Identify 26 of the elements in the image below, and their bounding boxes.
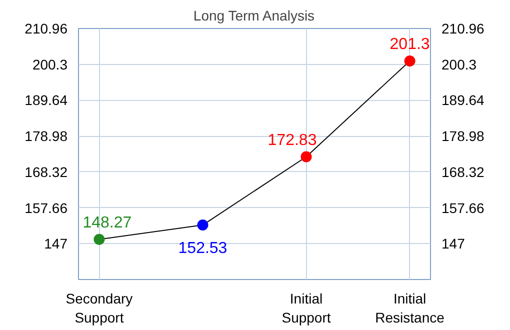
y-tick-label: 168.32 — [24, 164, 68, 180]
x-tick-label: Initial Resistance — [375, 290, 445, 326]
y-tick-label: 200.3 — [32, 56, 68, 72]
y2-tick-label: 168.32 — [442, 164, 485, 180]
y2-tick-label: 178.98 — [442, 128, 485, 144]
y2-tick-label: 157.66 — [442, 200, 485, 216]
y-tick-label: 157.66 — [24, 200, 68, 216]
data-label: 201.3 — [390, 36, 430, 53]
data-label: 148.27 — [82, 214, 132, 232]
point — [404, 56, 416, 66]
point — [300, 151, 312, 162]
y-tick-label: 189.64 — [24, 92, 68, 108]
chart-title: Long Term Analysis — [193, 8, 315, 24]
data-label: 152.53 — [178, 240, 228, 258]
x-tick-label: Initial Support — [282, 290, 331, 326]
point — [94, 234, 105, 245]
y2-tick-label: 147 — [442, 236, 466, 252]
x-tick-label: Secondary Support — [66, 290, 133, 326]
y-tick-label: 210.96 — [24, 20, 68, 36]
y2-tick-label: 210.96 — [442, 20, 485, 36]
y2-tick-label: 189.64 — [442, 92, 485, 108]
y2-tick-label: 200.3 — [442, 56, 477, 72]
y-tick-label: 147 — [44, 236, 68, 252]
data-label: 172.83 — [268, 132, 317, 149]
point — [197, 220, 208, 231]
y-tick-label: 178.98 — [24, 128, 68, 144]
